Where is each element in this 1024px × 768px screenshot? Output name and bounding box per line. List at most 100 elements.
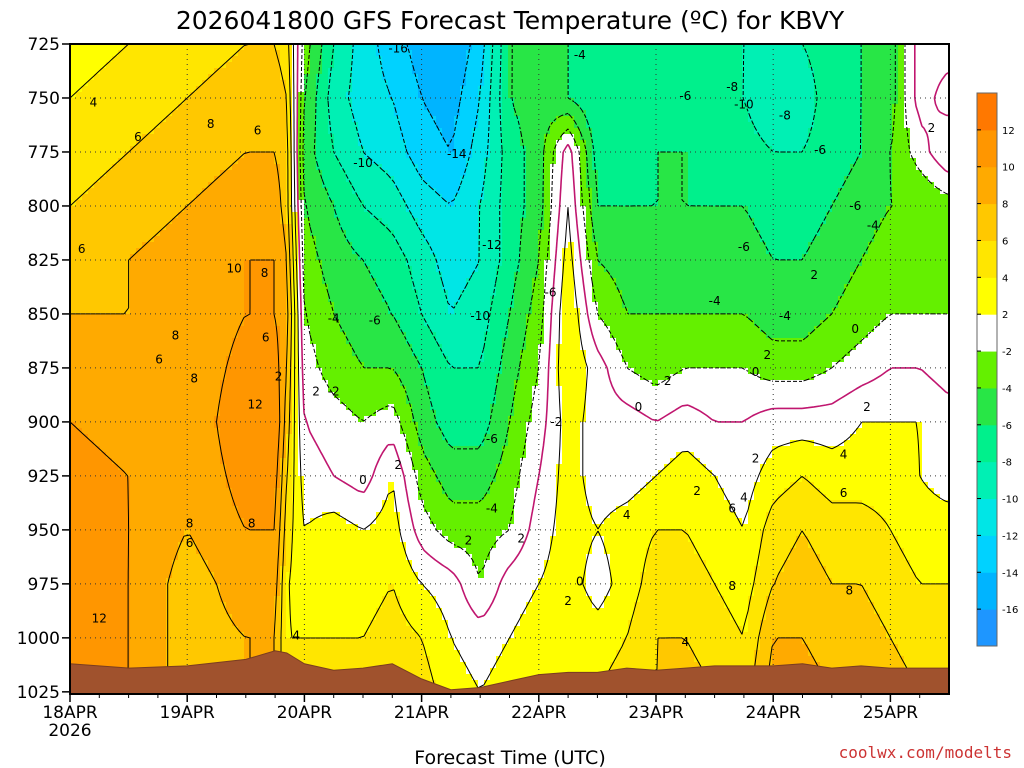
- contour-label: -6: [738, 240, 750, 254]
- contour-label: -2: [328, 385, 340, 399]
- contour-label: -6: [814, 143, 826, 157]
- contour-label: -2: [550, 415, 562, 429]
- contour-label: -10: [470, 309, 490, 323]
- y-tick-label: 850: [28, 305, 60, 325]
- contour-2: [292, 44, 949, 689]
- contour--2: [299, 44, 949, 575]
- contour-label: -4: [867, 218, 879, 232]
- terrain-polygon: [70, 650, 949, 694]
- contour-label: -4: [779, 309, 791, 323]
- contour-label: 2: [312, 385, 320, 399]
- contour-label: 12: [248, 398, 263, 412]
- colorbar-tick-label: 2: [1002, 310, 1008, 321]
- y-tick-label: 975: [28, 575, 60, 595]
- chart-title: 2026041800 GFS Forecast Temperature (ºC)…: [176, 6, 845, 35]
- contour-label: 8: [186, 516, 194, 530]
- contour-label: -4: [574, 48, 586, 62]
- contour-label: 4: [681, 635, 689, 649]
- contour-label: 8: [207, 117, 215, 131]
- contour-label: 2: [810, 268, 818, 282]
- colorbar-swatch: [977, 129, 997, 168]
- colorbar-swatch: [977, 424, 997, 463]
- colorbar-swatch: [977, 166, 997, 205]
- y-tick-label: 1025: [17, 683, 60, 703]
- colorbar-swatch: [977, 314, 997, 352]
- credit-link[interactable]: coolwx.com/modelts: [839, 743, 1012, 762]
- colorbar-tick-label: -10: [1002, 495, 1018, 506]
- colorbar-swatch: [977, 240, 997, 278]
- contour-label: -10: [353, 156, 373, 170]
- temperature-fill: [70, 44, 949, 694]
- contour-label: 2: [664, 374, 672, 388]
- y-tick-label: 800: [28, 197, 60, 217]
- contour-label: 4: [740, 490, 748, 504]
- contour-label: 4: [90, 95, 98, 109]
- contour-label: 4: [623, 508, 631, 522]
- contour-label: 12: [92, 611, 107, 625]
- contour-label: 0: [752, 365, 760, 379]
- contour-label: 2: [693, 484, 701, 498]
- contour-label: -10: [734, 97, 754, 111]
- contour--6: [313, 44, 862, 450]
- contour-label: 8: [261, 266, 269, 280]
- colorbar-tick-label: -4: [1002, 384, 1012, 395]
- contour-4: [70, 44, 949, 694]
- contour-label: 0: [635, 400, 643, 414]
- contour-label: -6: [679, 89, 691, 103]
- contour-label: 8: [172, 329, 180, 343]
- colorbar-tick-label: -12: [1002, 531, 1018, 542]
- colorbar-tick-label: -6: [1002, 421, 1012, 432]
- contour-label: 6: [262, 331, 270, 345]
- contour-label: 2: [465, 534, 473, 548]
- colorbar-swatch: [977, 572, 997, 610]
- terrain-surface: [70, 650, 949, 694]
- contour--8: [327, 44, 818, 369]
- contour-label: 2: [275, 370, 283, 384]
- colorbar-tick-label: 10: [1002, 163, 1015, 174]
- contour-label: 8: [248, 516, 256, 530]
- y-tick-label: 825: [28, 251, 60, 271]
- contour-label: 2: [564, 594, 572, 608]
- colorbar-swatch: [977, 498, 997, 536]
- x-tick-label: 25APR: [863, 703, 919, 723]
- contour-label: 0: [576, 575, 584, 589]
- x-tick-label: 24APR: [746, 703, 802, 723]
- contour-label: -8: [726, 80, 738, 94]
- y-tick-label: 775: [28, 143, 60, 163]
- x-tick-label: 20APR: [277, 703, 333, 723]
- y-tick-label: 900: [28, 413, 60, 433]
- contour-label: 2: [863, 400, 871, 414]
- contour--14: [406, 44, 471, 147]
- y-tick-label: 725: [28, 35, 60, 55]
- contour-label: 4: [292, 629, 300, 643]
- contour-lines: [70, 44, 949, 694]
- contour-label: 2: [764, 348, 772, 362]
- x-tick-label: 18APR: [42, 703, 98, 723]
- colorbar-swatch: [977, 93, 997, 131]
- colorbar-swatch: [977, 203, 997, 241]
- contour-0: [296, 44, 949, 619]
- colorbar-tick-label: 12: [1002, 126, 1015, 137]
- contour-label: -4: [709, 294, 721, 308]
- x-tick-year: 2026: [48, 721, 91, 741]
- contour-label: -14: [447, 147, 467, 161]
- contour--4: [302, 44, 896, 504]
- contour-label: 0: [359, 473, 367, 487]
- colorbar-swatch: [977, 609, 997, 647]
- contour--12: [377, 44, 485, 204]
- colorbar-tick-label: 4: [1002, 273, 1008, 284]
- contour-label: 6: [134, 130, 142, 144]
- contour-label: 8: [728, 579, 736, 593]
- contour-label: -16: [388, 41, 408, 55]
- colorbar-swatch: [977, 351, 997, 389]
- contour-label: -12: [482, 238, 502, 252]
- contour-label: 0: [851, 322, 859, 336]
- contour-label: 6: [155, 352, 163, 366]
- colorbar-tick-label: -8: [1002, 458, 1012, 469]
- contour-label: 6: [78, 242, 86, 256]
- y-tick-label: 750: [28, 89, 60, 109]
- contour-label: -4: [328, 311, 340, 325]
